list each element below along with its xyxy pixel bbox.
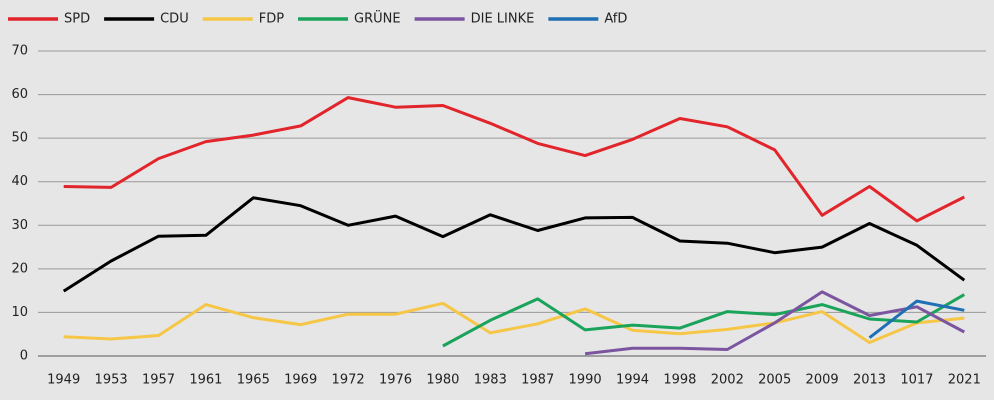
x-tick-label: 1983 <box>474 373 507 388</box>
x-tick-label: 1976 <box>379 373 412 388</box>
x-tick-label: 1969 <box>284 373 317 388</box>
y-tick-label: 20 <box>11 261 28 276</box>
y-tick-label: 70 <box>11 44 28 59</box>
y-tick-label: 10 <box>11 305 28 320</box>
x-tick-label: 2002 <box>711 373 744 388</box>
x-tick-label: 2009 <box>806 373 839 388</box>
x-tick-label: 1957 <box>142 373 175 388</box>
series-line <box>442 293 966 348</box>
x-tick-label: 1949 <box>47 373 80 388</box>
y-tick-label: 30 <box>11 218 28 233</box>
y-tick-label: 40 <box>11 174 28 189</box>
x-tick-label: 1990 <box>569 373 602 388</box>
x-tick-label: 1953 <box>95 373 128 388</box>
x-tick-label: 1017 <box>900 373 933 388</box>
y-tick-label: 0 <box>20 349 28 364</box>
legend-label: FDP <box>259 12 284 27</box>
legend-label: AfD <box>604 12 627 27</box>
x-tick-label: 1972 <box>332 373 365 388</box>
legend-label: CDU <box>160 12 189 27</box>
x-tick-label: 1961 <box>189 373 222 388</box>
series-line <box>868 299 965 339</box>
y-tick-label: 50 <box>11 131 28 146</box>
x-tick-label: 2005 <box>758 373 791 388</box>
series-line <box>584 290 966 356</box>
x-tick-label: 1987 <box>521 373 554 388</box>
x-tick-label: 2021 <box>948 373 981 388</box>
series-line <box>63 96 965 223</box>
y-tick-label: 60 <box>11 87 28 102</box>
legend-label: SPD <box>64 12 90 27</box>
x-tick-label: 1965 <box>237 373 270 388</box>
x-tick-label: 1980 <box>426 373 459 388</box>
series-line <box>63 301 965 344</box>
x-tick-label: 2013 <box>853 373 886 388</box>
series-line <box>62 196 966 293</box>
x-tick-label: 1994 <box>616 373 649 388</box>
legend-label: DIE LINKE <box>471 12 535 27</box>
x-tick-label: 1998 <box>663 373 696 388</box>
legend-label: GRÜNE <box>354 10 401 27</box>
